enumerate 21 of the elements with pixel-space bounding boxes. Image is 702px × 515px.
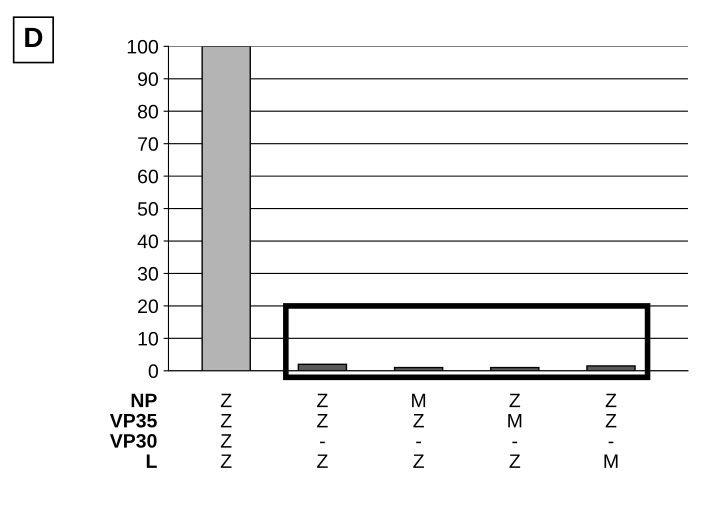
text: L: [146, 454, 157, 468]
y-tick-label: 10: [138, 332, 158, 346]
x-tick-label: Z Z - M: [604, 394, 618, 468]
y-tick-label: 100: [128, 40, 158, 54]
x-tick-label: Z Z - Z: [317, 394, 328, 468]
y-tick-label: 70: [138, 137, 158, 151]
y-tick-label: 0: [148, 364, 158, 378]
y-tick-label: 30: [138, 266, 158, 281]
y-tick-label: 60: [138, 170, 158, 184]
chart-title: D: [25, 28, 42, 48]
y-tick-label: 20: [138, 299, 158, 314]
x-tick-label: Z Z Z Z: [220, 394, 232, 468]
x-tick-label: M Z - Z: [412, 394, 426, 468]
text: VP30: [110, 434, 157, 448]
text: VP35: [110, 414, 157, 428]
y-tick-label: 90: [138, 72, 158, 86]
y-tick-label: 80: [138, 104, 158, 118]
y-tick-label: 40: [138, 234, 158, 248]
y-tick-label: 50: [138, 202, 158, 216]
x-tick-label: Z M - Z: [508, 394, 522, 468]
text: NP: [132, 394, 157, 408]
